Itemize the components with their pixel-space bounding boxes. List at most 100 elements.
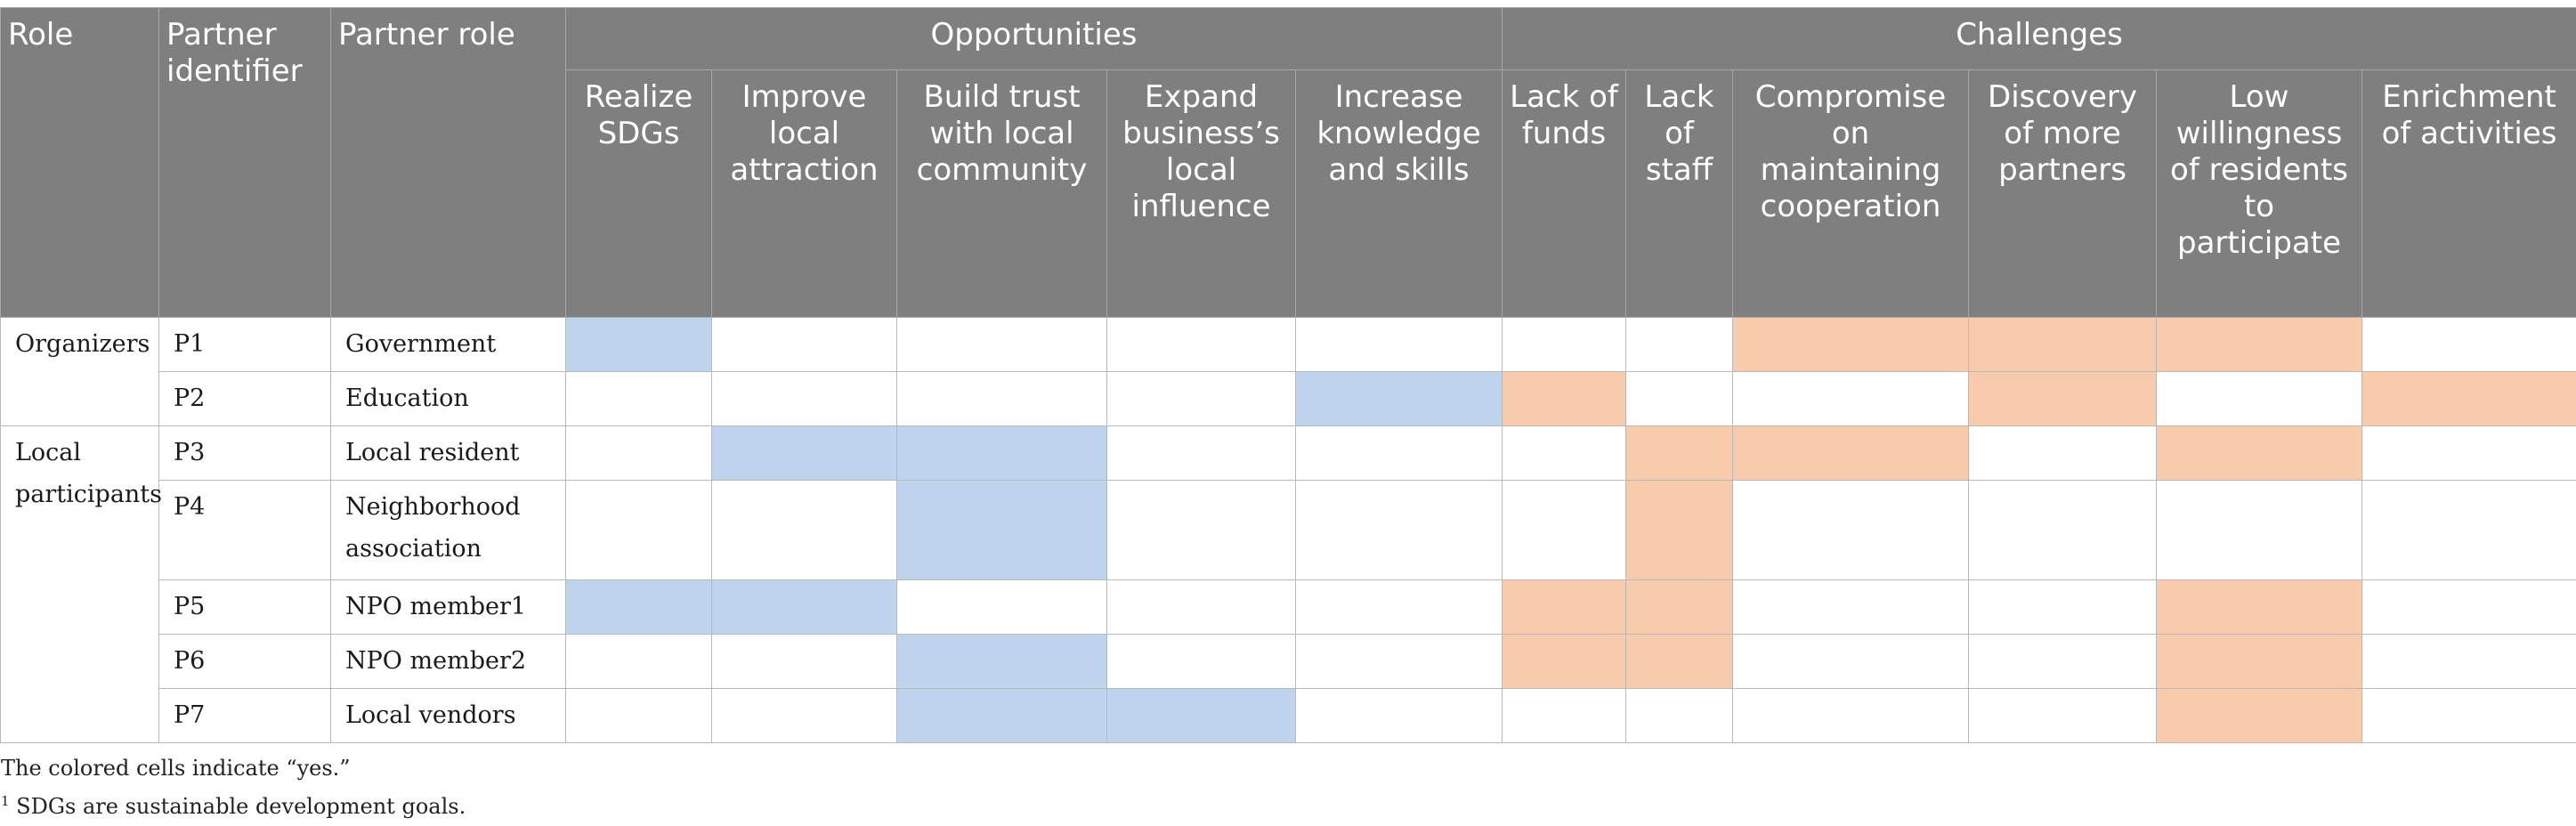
partner-id: P2 [159,372,331,426]
matrix-cell [1107,689,1296,743]
matrix-cell [2157,481,2362,580]
header-lack-of-staff: Lack of staff [1626,70,1733,318]
matrix-cell [712,635,897,689]
header-lack-of-funds: Lack of funds [1503,70,1626,318]
role-local-participants: Local participants [1,426,159,743]
matrix-cell [1626,426,1733,481]
matrix-cell [566,689,712,743]
header-enrichment-activities: Enrichment of activities [2362,70,2576,318]
table-row: P2 Education [1,372,2576,426]
matrix-cell [1296,318,1503,372]
partner-role: NPO member1 [331,580,566,635]
matrix-cell [1969,372,2157,426]
partner-role: Neighborhood association [331,481,566,580]
matrix-cell [1626,635,1733,689]
header-realize-sdgs: Realize SDGs [566,70,712,318]
matrix-cell [566,372,712,426]
table-row: Organizers P1 Government [1,318,2576,372]
matrix-cell [1107,426,1296,481]
note-colored-cells: The colored cells indicate “yes.” [1,749,466,788]
matrix-cell [897,689,1107,743]
role-organizers: Organizers [1,318,159,426]
matrix-cell [712,481,897,580]
header-partner-role: Partner role [331,8,566,318]
matrix-cell [1107,481,1296,580]
matrix-cell [1626,481,1733,580]
header-role: Role [1,8,159,318]
matrix-cell [1107,580,1296,635]
partner-id: P4 [159,481,331,580]
header-challenges: Challenges [1503,8,2576,70]
note-sdgs: 1 SDGs are sustainable development goals… [1,788,466,826]
partner-id: P3 [159,426,331,481]
matrix-cell [2157,689,2362,743]
matrix-cell [566,580,712,635]
matrix-cell [1969,635,2157,689]
matrix-cell [1733,372,1969,426]
partner-id: P1 [159,318,331,372]
header-expand-influence: Expand business’s local influence [1107,70,1296,318]
matrix-cell [1107,635,1296,689]
matrix-cell [1296,426,1503,481]
matrix-cell [1626,689,1733,743]
matrix-cell [1733,481,1969,580]
matrix-cell [897,426,1107,481]
partner-id: P5 [159,580,331,635]
partner-role: NPO member2 [331,635,566,689]
partner-id: P7 [159,689,331,743]
matrix-cell [1733,318,1969,372]
matrix-cell [1733,580,1969,635]
partner-role: Local vendors [331,689,566,743]
matrix-cell [1296,689,1503,743]
matrix-cell [897,318,1107,372]
header-increase-knowledge: Increase knowledge and skills [1296,70,1503,318]
matrix-cell [2362,689,2576,743]
partner-role: Local resident [331,426,566,481]
matrix-cell [712,426,897,481]
footnote-mark: 1 [1,793,10,809]
matrix-cell [1969,689,2157,743]
header-discovery-partners: Discovery of more partners [1969,70,2157,318]
header-partner-identifier: Partner identifier [159,8,331,318]
partner-role: Education [331,372,566,426]
matrix-cell [897,635,1107,689]
matrix-cell [1969,580,2157,635]
table-row: Local participants P3 Local resident [1,426,2576,481]
matrix-cell [1626,580,1733,635]
matrix-cell [712,372,897,426]
matrix-cell [2362,635,2576,689]
matrix-cell [2362,580,2576,635]
matrix-cell [2157,580,2362,635]
matrix-cell [897,372,1107,426]
matrix-cell [2362,372,2576,426]
header-improve-local-attraction: Improve local attraction [712,70,897,318]
matrix-cell [1503,372,1626,426]
matrix-cell [2157,372,2362,426]
matrix-cell [1296,635,1503,689]
matrix-cell [566,426,712,481]
matrix-cell [1626,318,1733,372]
matrix-cell [1296,372,1503,426]
matrix-cell [1503,426,1626,481]
matrix-cell [2157,635,2362,689]
matrix-cell [1969,318,2157,372]
matrix-cell [712,580,897,635]
note-sdgs-text: SDGs are sustainable development goals. [10,794,466,819]
matrix-cell [897,481,1107,580]
header-build-trust: Build trust with local community [897,70,1107,318]
matrix-cell [1969,481,2157,580]
opportunities-challenges-table: Role Partner identifier Partner role Opp… [0,7,2576,743]
table-row: P4 Neighborhood association [1,481,2576,580]
matrix-cell [2362,426,2576,481]
partner-id: P6 [159,635,331,689]
matrix-cell [1733,635,1969,689]
matrix-cell [2157,426,2362,481]
matrix-cell [1503,318,1626,372]
matrix-cell [1107,318,1296,372]
matrix-cell [2362,481,2576,580]
matrix-cell [1296,481,1503,580]
matrix-cell [1969,426,2157,481]
header-low-willingness: Low willingness of residents to particip… [2157,70,2362,318]
matrix-cell [566,635,712,689]
table-row: P5 NPO member1 [1,580,2576,635]
